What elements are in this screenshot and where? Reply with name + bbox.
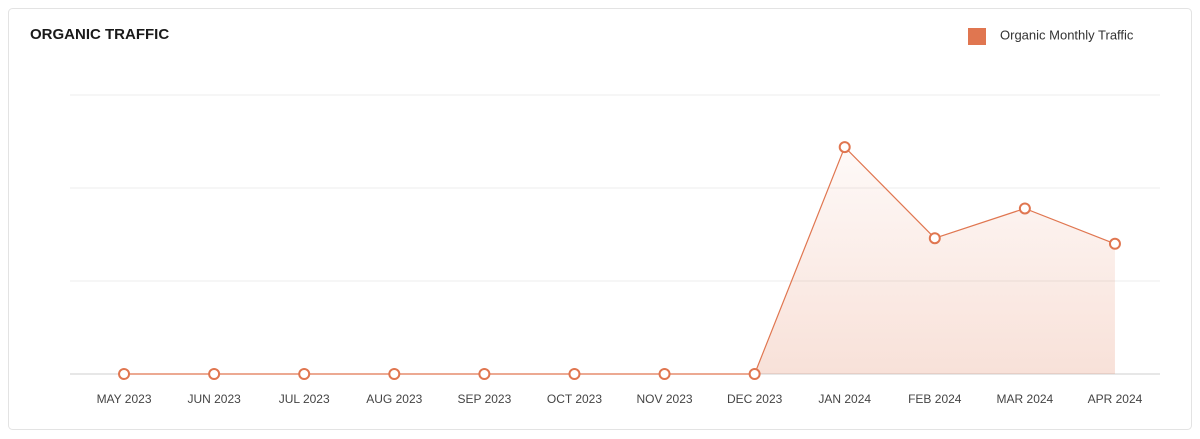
x-tick-label: SEP 2023: [457, 392, 511, 406]
x-tick-label: NOV 2023: [637, 392, 693, 406]
chart-title: ORGANIC TRAFFIC: [30, 26, 169, 43]
point: [208, 368, 221, 380]
point: [658, 368, 671, 380]
point: [388, 368, 401, 380]
point: [748, 368, 761, 380]
x-tick-label: MAR 2024: [997, 392, 1054, 406]
legend-label: Organic Monthly Traffic: [1000, 27, 1134, 42]
x-tick-label: OCT 2023: [547, 392, 602, 406]
area: [124, 147, 1115, 374]
point: [568, 368, 581, 380]
legend-swatch: [968, 28, 986, 45]
x-tick-label: JUL 2023: [279, 392, 330, 406]
point: [118, 368, 131, 380]
point: [298, 368, 311, 380]
x-tick-label: AUG 2023: [366, 392, 422, 406]
point: [478, 368, 491, 380]
point: [1018, 202, 1031, 215]
x-tick-label: JUN 2023: [187, 392, 241, 406]
legend: Organic Monthly Traffic: [968, 27, 1134, 45]
x-tick-label: JAN 2024: [818, 392, 871, 406]
point: [838, 141, 851, 154]
x-tick-label: FEB 2024: [908, 392, 962, 406]
point: [1108, 237, 1121, 250]
point: [928, 232, 941, 245]
line: [124, 146, 1116, 375]
x-tick-label: MAY 2023: [97, 392, 152, 406]
x-tick-label: DEC 2023: [727, 392, 783, 406]
x-tick-label: APR 2024: [1088, 392, 1143, 406]
